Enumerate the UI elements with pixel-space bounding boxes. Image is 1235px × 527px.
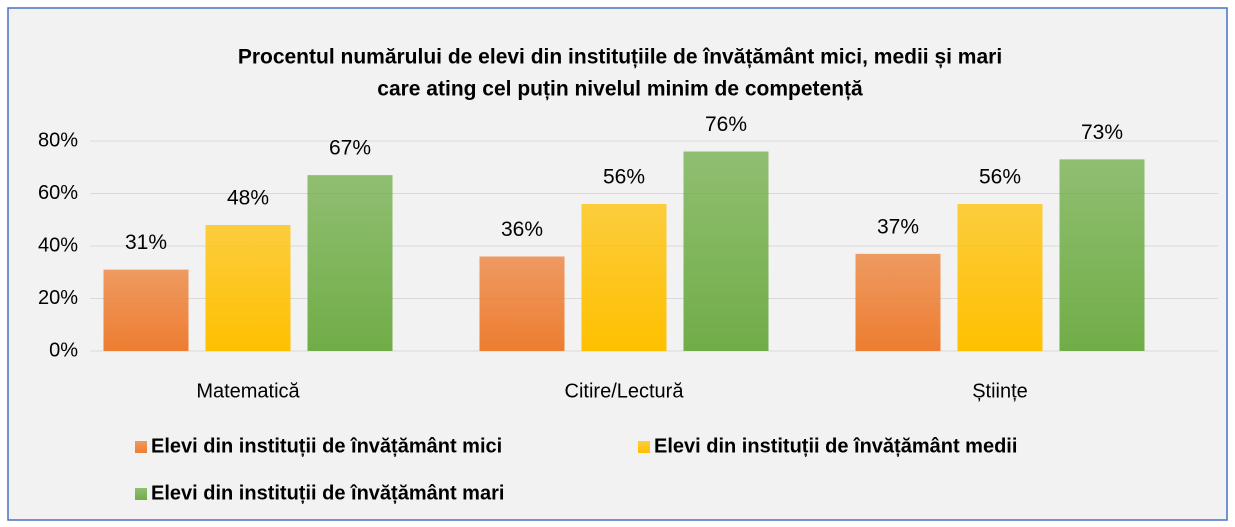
x-tick-label: Științe <box>972 380 1028 402</box>
x-tick-label: Matematică <box>196 380 300 402</box>
data-label: 56% <box>979 166 1021 189</box>
legend-swatch <box>135 441 147 453</box>
legend-swatch <box>638 441 650 453</box>
bar <box>479 256 565 351</box>
bar <box>581 204 667 351</box>
legend-label: Elevi din instituții de învățământ mici <box>151 435 502 457</box>
x-tick-label: Citire/Lectură <box>565 380 685 402</box>
y-tick-label: 40% <box>38 234 78 256</box>
chart-title: Procentul numărului de elevi din institu… <box>238 46 1002 69</box>
y-tick-label: 20% <box>38 287 78 309</box>
y-tick-label: 60% <box>38 182 78 204</box>
y-tick-label: 80% <box>38 129 78 151</box>
data-label: 67% <box>329 137 371 160</box>
data-label: 31% <box>125 231 167 254</box>
bar <box>103 269 189 351</box>
y-tick-label: 0% <box>49 339 78 361</box>
data-label: 76% <box>705 113 747 136</box>
bar <box>307 175 393 351</box>
bar <box>957 204 1043 351</box>
data-label: 56% <box>603 166 645 189</box>
data-label: 37% <box>877 215 919 238</box>
bar <box>683 151 769 351</box>
bar <box>205 225 291 351</box>
bar <box>1059 159 1145 351</box>
data-label: 48% <box>227 187 269 210</box>
data-label: 73% <box>1081 121 1123 144</box>
bar <box>855 253 941 351</box>
legend-swatch <box>135 488 147 500</box>
legend-label: Elevi din instituții de învățământ mari <box>151 482 504 504</box>
chart-title: care ating cel puțin nivelul minim de co… <box>377 78 863 101</box>
data-label: 36% <box>501 218 543 241</box>
legend-label: Elevi din instituții de învățământ medii <box>654 435 1017 457</box>
